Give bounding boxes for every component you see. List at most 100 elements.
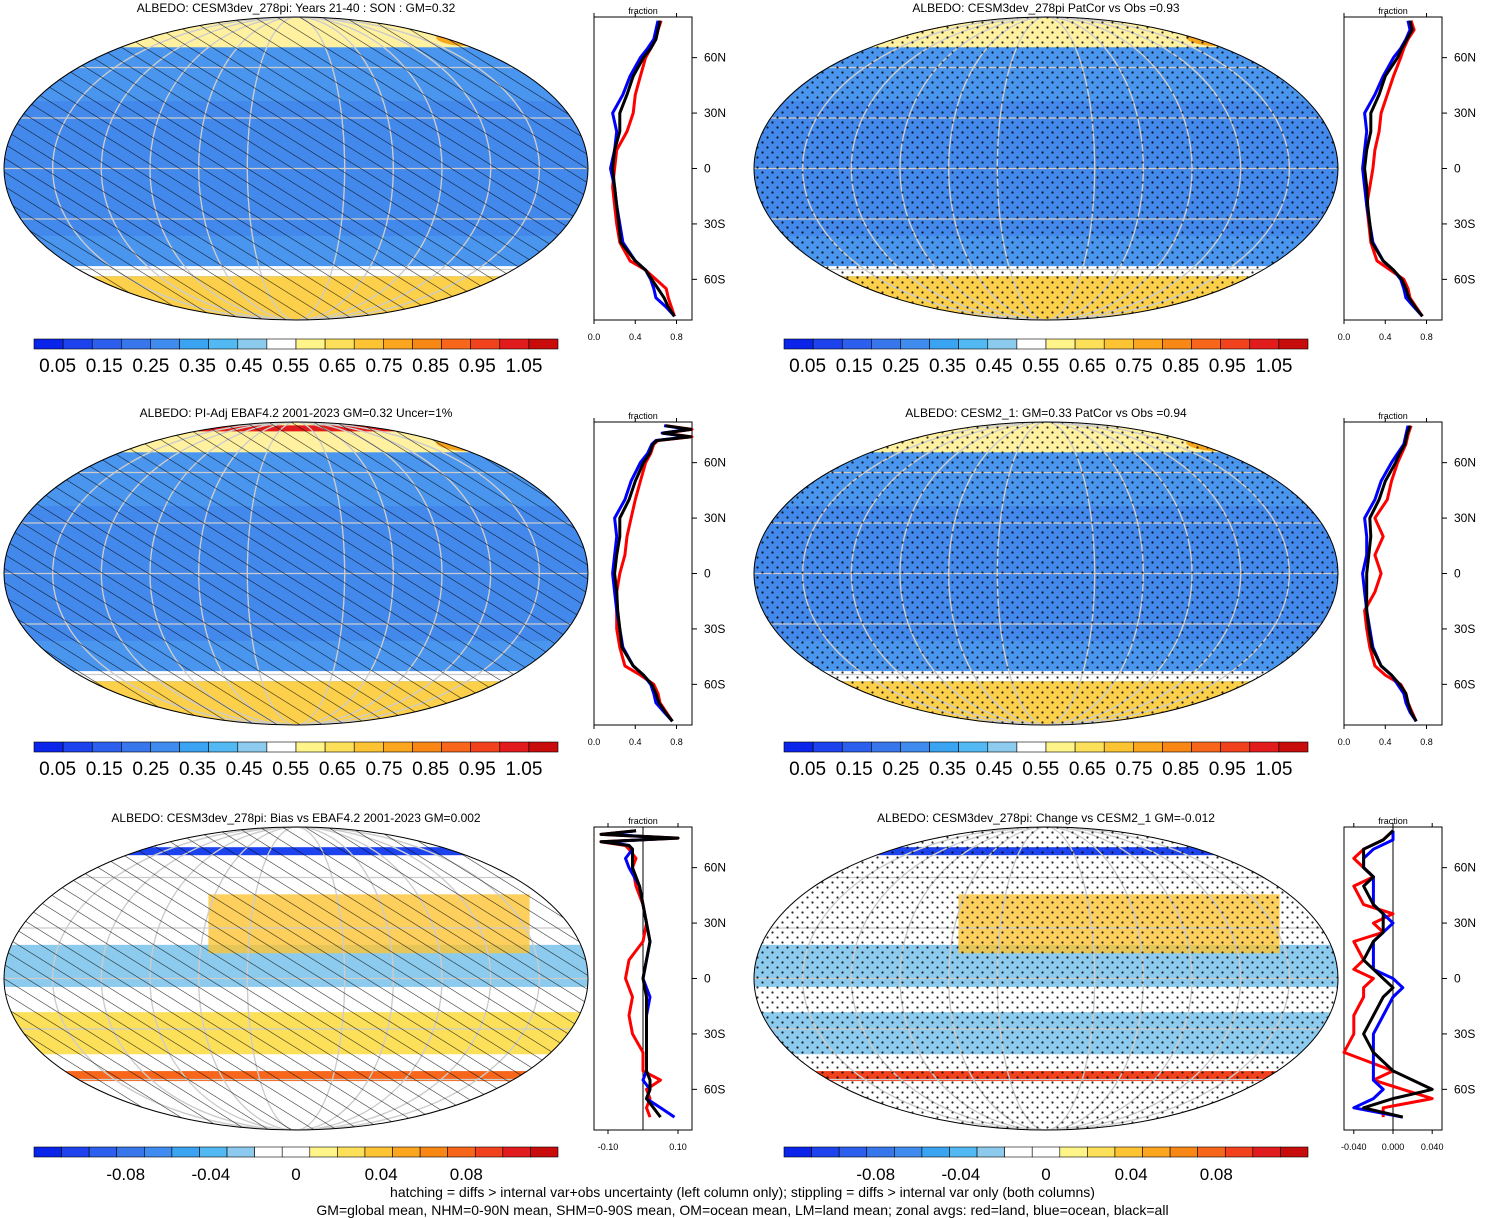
colorbar-label: 1.05 bbox=[1255, 759, 1292, 780]
map-field bbox=[4, 17, 588, 320]
lat-tick-label: 30S bbox=[1454, 1027, 1475, 1041]
colorbar-swatch bbox=[1278, 741, 1309, 753]
colorbar-swatch bbox=[1224, 1146, 1254, 1158]
colorbar-swatch bbox=[929, 338, 959, 350]
colorbar-swatch bbox=[171, 1146, 200, 1158]
colorbar-label: 1.05 bbox=[505, 759, 542, 780]
colorbar-label: -0.04 bbox=[941, 1165, 980, 1184]
lat-tick-label: 30N bbox=[1454, 106, 1476, 120]
colorbar-swatch bbox=[841, 741, 872, 753]
lat-tick-label: 60S bbox=[704, 272, 725, 286]
colorbar-swatch bbox=[179, 741, 209, 753]
colorbar-swatch bbox=[530, 1146, 559, 1158]
colorbar-swatch bbox=[528, 338, 559, 350]
zonal-x-tick-label: 0.4 bbox=[629, 332, 642, 342]
colorbar-swatch bbox=[383, 741, 413, 753]
colorbar-label: 0.05 bbox=[789, 759, 826, 780]
colorbar-label: 0.95 bbox=[1209, 356, 1246, 377]
map-field bbox=[754, 17, 1338, 320]
colorbar-label: 0.25 bbox=[882, 759, 919, 780]
colorbar-swatch bbox=[412, 338, 442, 350]
colorbar-swatch bbox=[871, 741, 901, 753]
colorbar-label: 0.95 bbox=[459, 356, 496, 377]
zonal-x-tick-label: 0.4 bbox=[1379, 737, 1392, 747]
colorbar-swatch bbox=[208, 338, 239, 350]
colorbar-label: -0.08 bbox=[106, 1165, 145, 1184]
colorbar-label: 0.08 bbox=[1200, 1165, 1233, 1184]
colorbar-swatch bbox=[392, 1146, 421, 1158]
map-title: ALBEDO: CESM3dev_278pi: Change vs CESM2_… bbox=[877, 811, 1215, 825]
footnote-line-1: hatching = diffs > internal var+obs unce… bbox=[390, 1184, 1095, 1200]
colorbar-label: 0.35 bbox=[929, 759, 966, 780]
colorbar-swatch bbox=[237, 338, 268, 350]
map-field bbox=[754, 422, 1338, 725]
colorbar-swatch bbox=[528, 741, 559, 753]
colorbar-swatch bbox=[1252, 1146, 1281, 1158]
colorbar-label: 0.75 bbox=[1116, 759, 1153, 780]
colorbar: -0.08 -0.04 0 0.04 0.08 bbox=[33, 1146, 559, 1184]
colorbar-label: 0.75 bbox=[366, 759, 403, 780]
map-title: ALBEDO: CESM3dev_278pi: Years 21-40 : SO… bbox=[137, 1, 456, 15]
colorbar-label: 0.85 bbox=[412, 759, 449, 780]
colorbar-swatch bbox=[838, 1146, 868, 1158]
colorbar-label: 0.75 bbox=[1116, 356, 1153, 377]
lat-tick-label: 60N bbox=[1454, 861, 1476, 875]
colorbar-swatch bbox=[1045, 741, 1076, 753]
zonal-line-all bbox=[1363, 20, 1424, 318]
panel-row3-right: ALBEDO: CESM3dev_278pi: Change vs CESM2_… bbox=[753, 811, 1476, 1184]
lat-tick-label: 30N bbox=[704, 511, 726, 525]
colorbar-swatch bbox=[1133, 338, 1163, 350]
colorbar-swatch bbox=[1016, 338, 1047, 350]
map-title: ALBEDO: CESM2_1: GM=0.33 PatCor vs Obs =… bbox=[905, 406, 1187, 420]
colorbar-swatch bbox=[1004, 1146, 1033, 1158]
lat-tick-label: 30N bbox=[1454, 916, 1476, 930]
colorbar-swatch bbox=[894, 1146, 923, 1158]
map-significance-pattern bbox=[754, 827, 1338, 1130]
colorbar-swatch bbox=[266, 338, 297, 350]
colorbar-label: 0.95 bbox=[1209, 759, 1246, 780]
colorbar-swatch bbox=[783, 1146, 812, 1158]
colorbar-swatch bbox=[1249, 741, 1280, 753]
panel-row2-left: ALBEDO: PI-Adj EBAF4.2 2001-2023 GM=0.32… bbox=[3, 406, 726, 780]
colorbar-label: 0.75 bbox=[366, 356, 403, 377]
lat-tick-label: 60S bbox=[704, 1082, 725, 1096]
zonal-line-all bbox=[599, 829, 680, 1119]
panel-row1-right: ALBEDO: CESM3dev_278pi PatCor vs Obs =0.… bbox=[753, 1, 1476, 377]
map-field bbox=[4, 422, 588, 725]
zonal-axis-title: fraction bbox=[1378, 816, 1408, 826]
colorbar-label: 0.04 bbox=[1115, 1165, 1148, 1184]
colorbar-swatch bbox=[61, 1146, 90, 1158]
colorbar-swatch bbox=[295, 338, 326, 350]
zonal-x-tick-label: 0.4 bbox=[629, 737, 642, 747]
colorbar-swatch bbox=[281, 1146, 311, 1158]
footnote-line-2: GM=global mean, NHM=0-90N mean, SHM=0-90… bbox=[316, 1202, 1169, 1218]
zonal-axis-title: fraction bbox=[628, 816, 658, 826]
zonal-mean-panel: fraction 60N 30N 0 30S 60S 0.0 0.4 0.8 bbox=[1338, 411, 1476, 747]
lat-tick-label: 0 bbox=[704, 972, 711, 986]
colorbar-swatch bbox=[811, 1146, 840, 1158]
panel-row1-left: ALBEDO: CESM3dev_278pi: Years 21-40 : SO… bbox=[3, 1, 726, 377]
colorbar-swatch bbox=[929, 741, 959, 753]
colorbar-swatch bbox=[1191, 338, 1221, 350]
colorbar-swatch bbox=[1103, 338, 1134, 350]
colorbar-label: 1.05 bbox=[505, 356, 542, 377]
colorbar-swatch bbox=[150, 338, 180, 350]
colorbar-swatch bbox=[1031, 1146, 1061, 1158]
colorbar-swatch bbox=[900, 741, 930, 753]
colorbar-swatch bbox=[841, 338, 872, 350]
colorbar: 0.05 0.15 0.25 0.35 0.45 0.55 0.65 0.75 0.85 0.95… bbox=[783, 741, 1309, 780]
colorbar-label: 0.55 bbox=[272, 356, 309, 377]
zonal-x-tick-label: 0.4 bbox=[1379, 332, 1392, 342]
zonal-mean-panel: fraction 60N 30N 0 30S 60S 0.0 0.4 0.8 bbox=[1338, 6, 1476, 342]
colorbar-label: 0.65 bbox=[1069, 356, 1106, 377]
colorbar-swatch bbox=[499, 741, 530, 753]
zonal-axis-title: fraction bbox=[1378, 411, 1408, 421]
colorbar-swatch bbox=[1220, 741, 1251, 753]
lat-tick-label: 60N bbox=[1454, 456, 1476, 470]
colorbar-label: 0.85 bbox=[412, 356, 449, 377]
zonal-mean-panel: fraction 60N 30N 0 30S 60S -0.040 0.000 0.040 bbox=[1341, 816, 1476, 1152]
colorbar-swatch bbox=[1074, 741, 1105, 753]
colorbar-swatch bbox=[324, 741, 355, 753]
zonal-line-land bbox=[1365, 20, 1424, 318]
colorbar-label: 0 bbox=[1041, 1165, 1050, 1184]
